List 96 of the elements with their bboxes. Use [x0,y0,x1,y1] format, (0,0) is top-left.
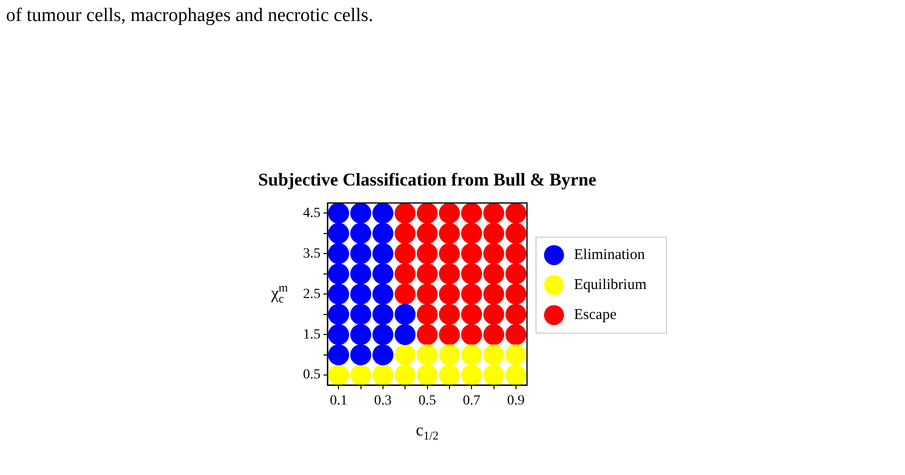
point [416,263,438,284]
point [350,222,372,244]
point [350,284,372,305]
point [438,304,460,325]
point [483,344,504,366]
point [416,364,438,386]
point [483,324,504,346]
chart-title: Subjective Classification from Bull & Byrne [258,170,596,190]
point [372,203,394,224]
point [394,263,416,284]
y-tick-label: 2.5 [303,286,320,302]
point [461,324,482,346]
point [505,222,526,244]
legend-label: Escape [574,307,617,324]
point [394,284,416,305]
point [438,344,460,366]
x-tick-label: 0.3 [374,393,392,408]
point [328,263,350,284]
point [505,284,526,305]
point [505,304,526,325]
point [505,364,526,386]
legend-label: Elimination [574,247,646,264]
point [461,304,482,325]
point [394,243,416,264]
point [350,304,372,325]
point [505,243,526,264]
point [328,222,350,244]
point [461,243,482,264]
point [438,284,460,305]
y-tick-label: 3.5 [303,246,320,262]
point [328,243,350,264]
point [394,324,416,346]
point [372,344,394,366]
point [505,203,526,224]
point [416,243,438,264]
point [483,304,504,325]
point [350,324,372,346]
point [394,203,416,224]
point [416,222,438,244]
point [394,364,416,386]
point [416,203,438,224]
point [461,222,482,244]
y-tick-label: 1.5 [303,327,320,342]
point [372,284,394,305]
point [438,222,460,244]
point [372,243,394,264]
point [328,284,350,305]
point [483,222,504,244]
point [394,344,416,366]
point [328,324,350,346]
point [438,243,460,264]
point [461,263,482,284]
x-tick-label: 0.5 [418,393,436,408]
point [350,203,372,224]
point [416,324,438,346]
point [328,203,350,224]
point [372,364,394,386]
point [483,364,504,386]
point [461,203,482,224]
point [461,344,482,366]
point [372,304,394,325]
point [438,324,460,346]
point [461,364,482,386]
point [350,344,372,366]
point [416,344,438,366]
x-tick-label: 0.1 [330,393,348,408]
point [350,263,372,284]
point [416,304,438,325]
point [416,284,438,305]
point [505,344,526,366]
point [483,263,504,284]
x-tick-label: 0.9 [507,393,525,408]
point [438,203,460,224]
point [505,324,526,346]
text: of tumour cells, macrophages and necrotic cells. [6,4,374,26]
legend-label: Equilibrium [574,277,647,294]
point [438,263,460,284]
point [328,304,350,325]
point [328,364,350,386]
point [328,344,350,366]
point [483,203,504,224]
point [372,324,394,346]
point [350,364,372,386]
point [505,263,526,284]
point [483,243,504,264]
x-tick-label: 0.7 [462,393,480,408]
point [350,243,372,264]
point [394,304,416,325]
point [438,364,460,386]
point [372,263,394,284]
point [394,222,416,244]
point [483,284,504,305]
y-tick-label: 0.5 [303,368,320,383]
y-tick-label: 4.5 [303,206,320,221]
point [372,222,394,244]
point [461,284,482,305]
